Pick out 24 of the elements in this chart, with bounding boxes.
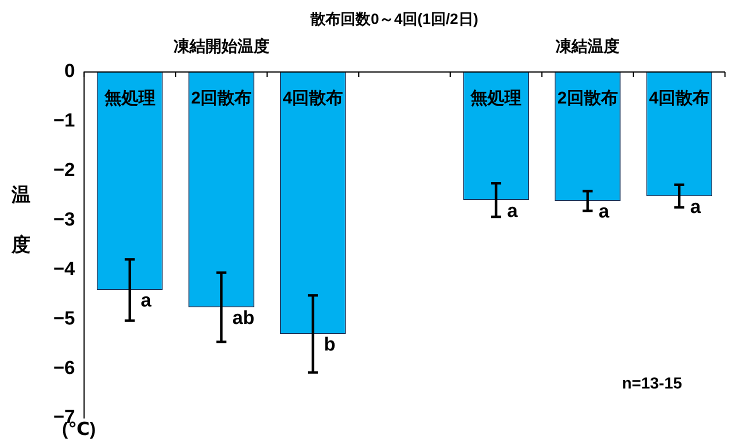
- y-tick-label: −1: [53, 110, 76, 132]
- data-label: a: [598, 202, 610, 223]
- y-tick-label: −6: [53, 358, 75, 379]
- annotation: n=13-15: [622, 375, 682, 392]
- data-label: a: [140, 290, 152, 312]
- x-tick-label: 2回散布: [191, 88, 252, 108]
- y-tick-label: −5: [53, 308, 76, 330]
- data-label: b: [324, 334, 336, 356]
- text: 温度: [12, 185, 30, 256]
- y-tick-label: −3: [53, 210, 75, 231]
- x-tick-label: 4回散布: [648, 88, 710, 108]
- x-tick-label: 2回散布: [557, 88, 618, 108]
- data-label: ab: [232, 308, 255, 330]
- text: 凍結開始温度: [173, 36, 270, 56]
- data-label: a: [507, 200, 518, 222]
- x-tick-label: 無処理: [103, 88, 156, 108]
- x-tick-label: 無処理: [470, 88, 522, 108]
- chart-title: 散布回数0～4回(1回/2日): [310, 11, 478, 28]
- y-tick-label: 0: [64, 61, 75, 82]
- y-tick-label: −2: [53, 160, 75, 182]
- data-label: a: [690, 196, 702, 218]
- x-tick-label: 4回散布: [282, 88, 344, 108]
- y-tick-label: −4: [53, 258, 76, 280]
- text: 凍結温度: [556, 36, 620, 56]
